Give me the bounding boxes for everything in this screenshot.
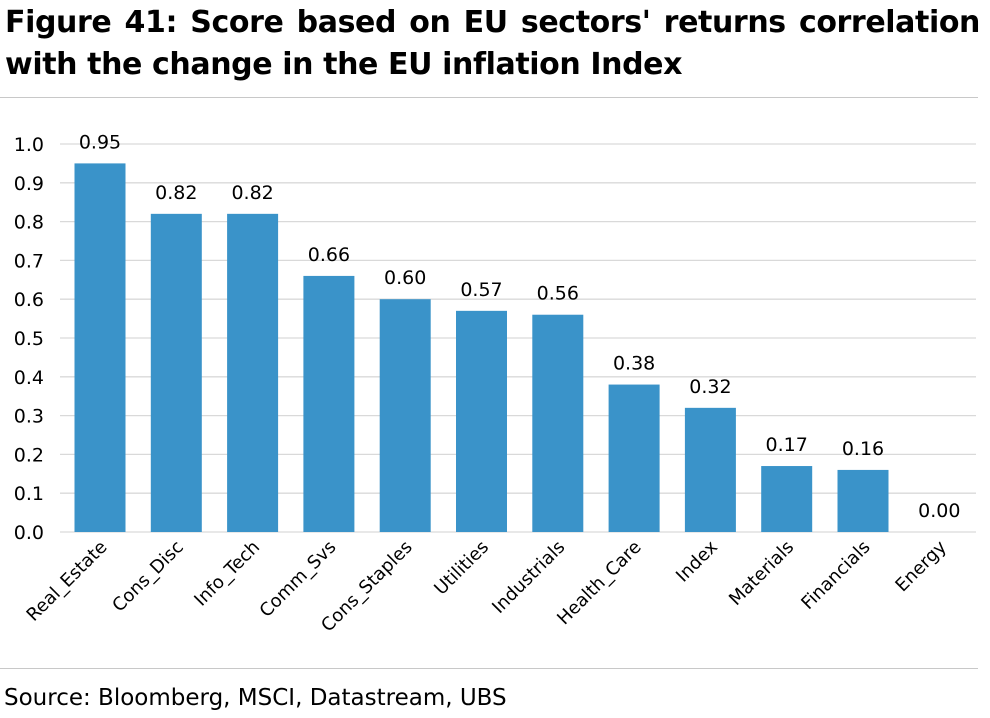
data-label: 0.60 (384, 267, 426, 289)
y-tick-label: 0.0 (14, 522, 44, 544)
x-tick-label: Utilities (430, 537, 493, 600)
x-tick-label: Financials (797, 537, 874, 614)
bar (837, 469, 889, 532)
data-label: 0.57 (460, 279, 502, 301)
bar (684, 407, 736, 532)
y-tick-label: 1.0 (14, 134, 44, 156)
y-tick-label: 0.2 (14, 444, 44, 466)
bar (608, 384, 660, 532)
x-tick-label: Index (672, 536, 722, 586)
bottom-divider (0, 668, 978, 669)
bar (379, 299, 431, 532)
x-tick-label: Industrials (488, 537, 569, 618)
x-tick-label: Energy (891, 536, 951, 596)
data-label: 0.17 (766, 434, 808, 456)
bar (74, 163, 126, 532)
bar (150, 213, 202, 532)
bar (761, 466, 813, 532)
top-divider (0, 97, 978, 98)
y-tick-label: 0.7 (14, 250, 44, 272)
x-tick-label: Materials (725, 537, 798, 610)
bar-chart: 0.00.10.20.30.40.50.60.70.80.91.0 0.950.… (14, 131, 976, 636)
data-label: 0.66 (308, 244, 350, 266)
bar (303, 275, 355, 532)
y-tick-label: 0.5 (14, 328, 44, 350)
gridlines (60, 143, 976, 533)
y-tick-label: 0.9 (14, 173, 44, 195)
data-label: 0.82 (231, 182, 273, 204)
bar (532, 314, 584, 532)
y-tick-label: 0.3 (14, 406, 44, 428)
data-label: 0.82 (155, 182, 197, 204)
y-tick-label: 0.6 (14, 289, 44, 311)
x-tick-label: Real_Estate (23, 537, 112, 626)
data-labels: 0.95 0.82 0.82 0.66 0.60 0.57 0.56 0.38 0.32 0.17… (79, 131, 961, 522)
x-tick-label: Cons_Disc (108, 537, 188, 617)
data-label: 0.56 (537, 283, 579, 305)
chart-title: Figure 41: Score based on EU sectors' re… (5, 5, 980, 82)
y-axis-ticks: 0.0 0.1 0.2 0.3 0.4 0.5 0.6 0.7 0.8 0.9 1.0 (14, 134, 44, 544)
y-tick-label: 0.1 (14, 483, 44, 505)
x-tick-label: Info_Tech (190, 537, 264, 611)
data-label: 0.95 (79, 131, 121, 153)
data-label: 0.38 (613, 353, 655, 375)
y-tick-label: 0.4 (14, 367, 44, 389)
source-note: Source: Bloomberg, MSCI, Datastream, UBS (4, 685, 507, 711)
bars (74, 163, 889, 532)
data-label: 0.16 (842, 438, 884, 460)
x-tick-label: Comm_Svs (256, 537, 341, 622)
bar (456, 310, 507, 532)
data-label: 0.00 (918, 500, 960, 522)
bar (227, 213, 279, 532)
y-tick-label: 0.8 (14, 212, 44, 234)
data-label: 0.32 (689, 376, 731, 398)
